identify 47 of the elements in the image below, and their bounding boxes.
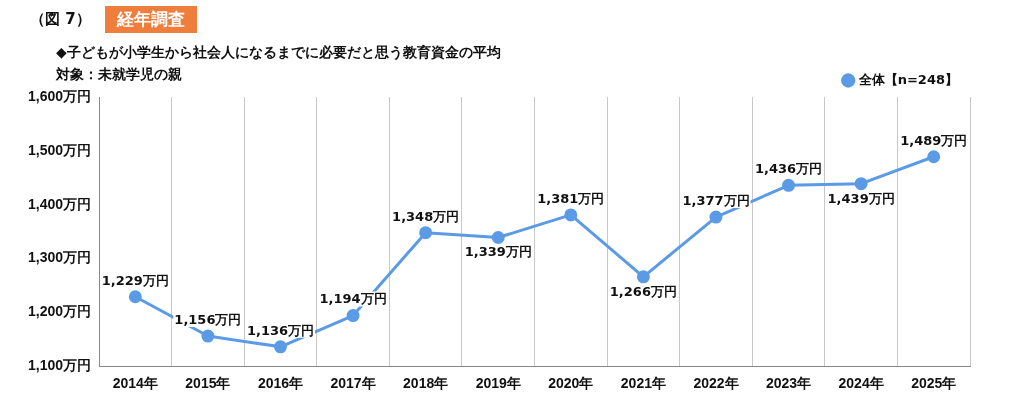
- x-tick-label: 2018年: [403, 375, 449, 392]
- data-label: 1,156万円: [174, 311, 242, 327]
- y-tick-label: 1,400万円: [27, 195, 92, 212]
- data-label: 1,381万円: [537, 190, 605, 206]
- x-tick-label: 2014年: [112, 375, 158, 392]
- data-label: 1,436万円: [754, 161, 823, 177]
- y-tick-label: 1,500万円: [27, 141, 92, 158]
- point: [128, 290, 142, 304]
- text: （図 7）: [30, 10, 91, 29]
- point: [564, 208, 578, 222]
- data-label: 1,489万円: [900, 132, 968, 148]
- data-label: 1,377万円: [682, 192, 750, 208]
- point: [273, 340, 287, 354]
- point: [201, 329, 215, 343]
- data-label: 1,229万円: [101, 272, 169, 288]
- y-tick-label: 1,200万円: [27, 303, 92, 320]
- chart-title: ◆子どもが小学生から社会人になるまでに必要だと思う教育資金の平均: [56, 44, 501, 62]
- x-tick-label: 2019年: [475, 375, 521, 392]
- chart-subtitle: 対象：未就学児の親: [56, 66, 182, 84]
- data-label: 1,439万円: [827, 190, 895, 206]
- x-tick-label: 2021年: [620, 375, 666, 392]
- y-tick-label: 1,300万円: [27, 249, 92, 266]
- x-tick-label: 2020年: [548, 375, 594, 392]
- data-label: 1,339万円: [464, 244, 532, 260]
- point: [346, 309, 360, 323]
- legend-label: 全体【n=248】: [857, 71, 959, 87]
- point: [636, 270, 650, 284]
- data-label: 1,194万円: [319, 291, 387, 307]
- point: [709, 210, 723, 224]
- x-tick-label: 2016年: [257, 375, 304, 392]
- x-tick-label: 2023年: [765, 375, 812, 392]
- data-label: 1,266万円: [609, 283, 677, 299]
- y-tick-label: 1,600万円: [27, 87, 92, 104]
- y-tick-label: 1,100万円: [27, 357, 92, 374]
- data-label: 1,136万円: [246, 322, 315, 338]
- x-tick-label: 2017年: [330, 375, 376, 392]
- point: [854, 177, 868, 191]
- x-tick-label: 2024年: [838, 375, 884, 392]
- data-label: 1,348万円: [392, 208, 460, 224]
- point: [927, 150, 941, 164]
- x-tick-label: 2022年: [693, 375, 739, 392]
- point: [419, 226, 433, 240]
- x-tick-label: 2015年: [185, 375, 231, 392]
- point: [491, 231, 505, 245]
- x-tick-label: 2025年: [911, 375, 957, 392]
- text: 経年調査: [104, 6, 197, 33]
- point: [782, 178, 796, 192]
